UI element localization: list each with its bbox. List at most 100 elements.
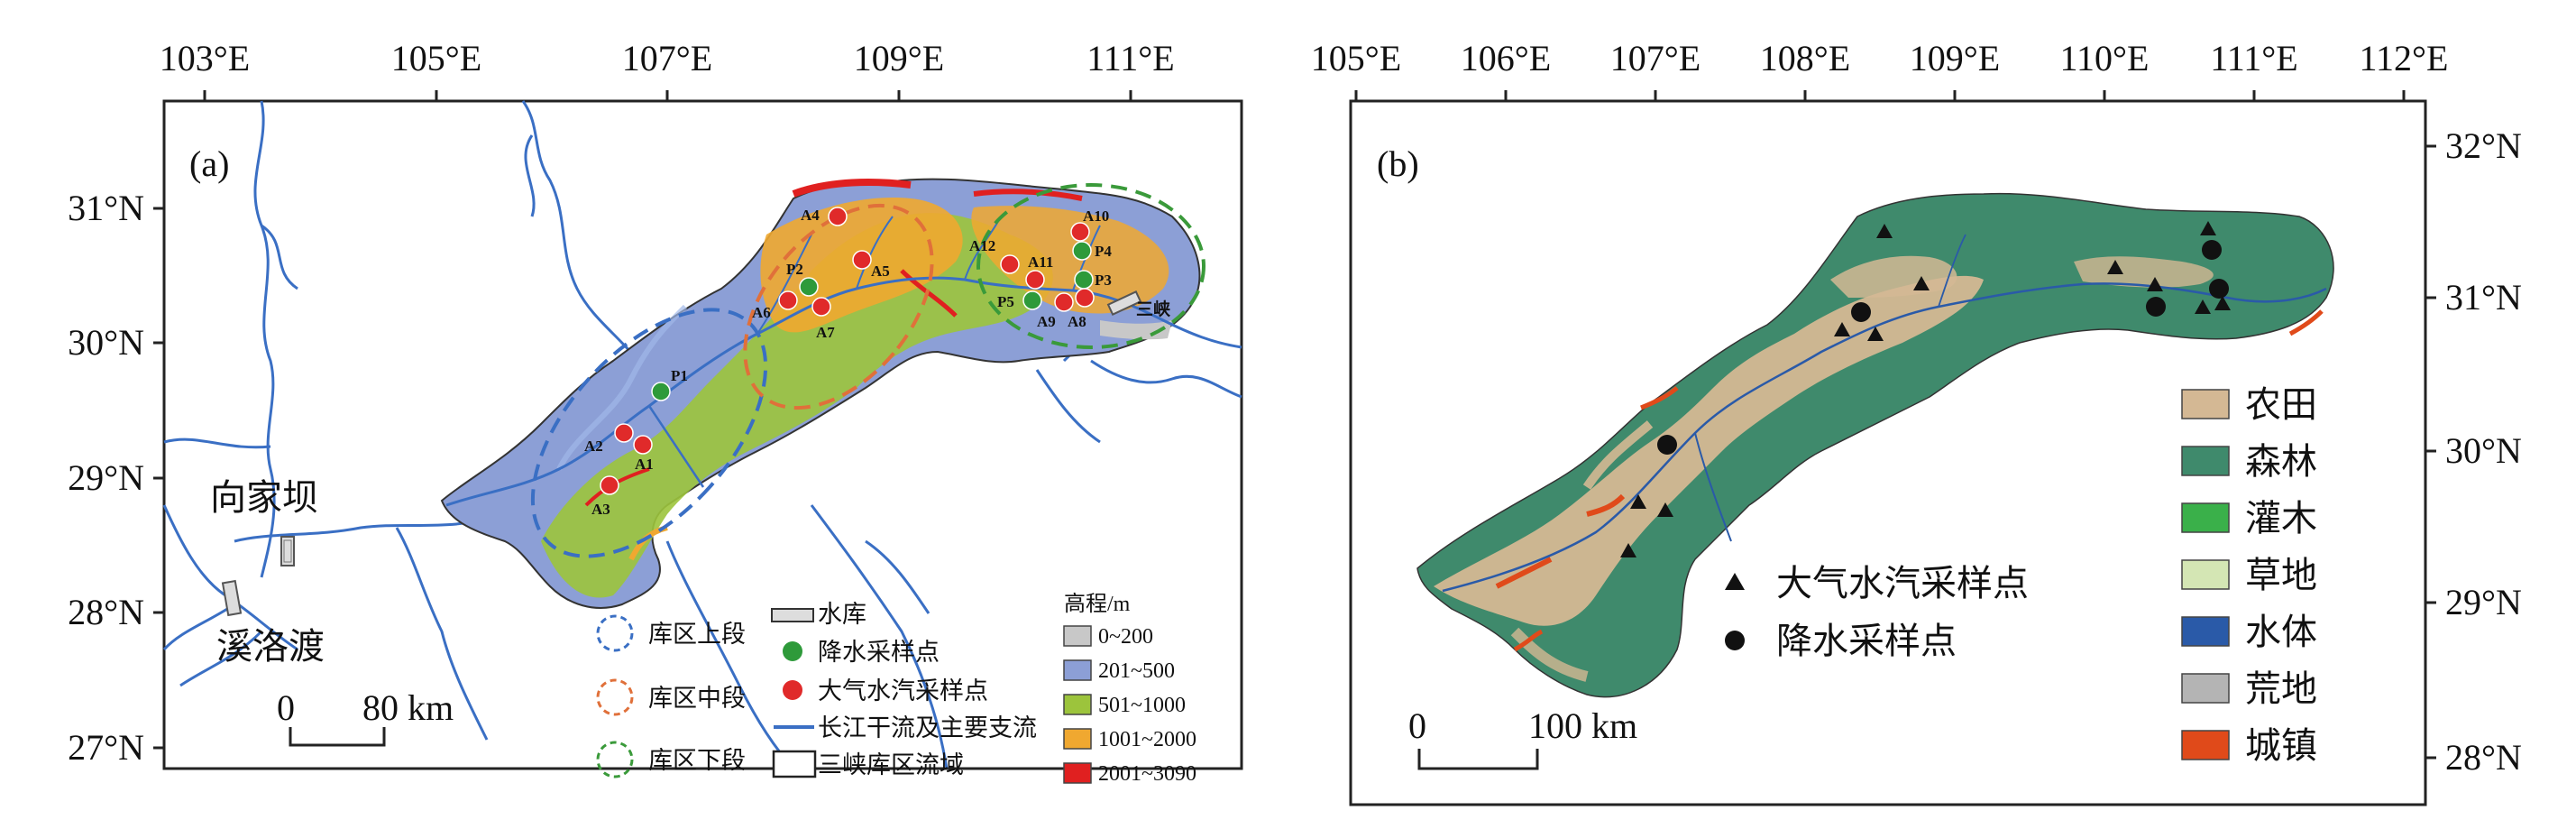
precip-dot	[1851, 302, 1871, 322]
panel-b-scale-value: 100 km	[1528, 705, 1637, 746]
panel-a-lon-tick-103: 103°E	[160, 38, 250, 78]
elevation-title: 高程/m	[1064, 592, 1131, 616]
panel-b-sites	[1620, 221, 2231, 557]
landcover-barren: 荒地	[2245, 668, 2317, 709]
section-upper-ellipse	[530, 308, 768, 558]
legend-b-vapor: 大气水汽采样点	[1776, 563, 2029, 603]
landcover-cropland: 农田	[2245, 384, 2317, 425]
panel-b: (b) 大气水汽采样点 降水采样点 农田 森林 灌木 草地 水体 荒地 城镇	[1311, 38, 2522, 806]
site-P5	[1022, 290, 1042, 310]
reservoir-icons	[221, 290, 1142, 617]
panel-a-symbol-legend: 水库 降水采样点 大气水汽采样点 长江干流及主要支流 三峡库区流域	[771, 601, 1037, 778]
site-A10-label: A10	[1083, 207, 1109, 225]
place-xiangjiaba: 向家坝	[210, 477, 318, 518]
panel-b-landcover-legend: 农田 森林 灌木 草地 水体 荒地 城镇	[2181, 384, 2317, 766]
landcover-shrub: 灌木	[2245, 498, 2317, 539]
site-A8	[1075, 288, 1095, 308]
vapor-triangle	[2107, 260, 2123, 274]
landcover-grassland: 草地	[2245, 555, 2317, 595]
panel-a-section-legend: 库区上段 库区中段 库区下段	[596, 614, 746, 778]
panel-b-label: (b)	[1377, 143, 1419, 184]
panel-a-tick-labels: 103°E 105°E 107°E 109°E 111°E 31°N 30°N …	[68, 38, 1175, 768]
site-P3	[1074, 270, 1094, 290]
legend-precip: 降水采样点	[818, 639, 940, 666]
site-A2	[614, 423, 634, 443]
legend-precip-swatch	[783, 641, 802, 661]
panel-a-lon-tick-111: 111°E	[1086, 38, 1174, 78]
site-A4	[828, 207, 848, 226]
legend-section-middle: 库区中段	[648, 685, 746, 712]
panel-b-lat-tick-30: 30°N	[2445, 430, 2522, 471]
panel-a-lon-tick-109: 109°E	[854, 38, 944, 78]
site-A9	[1054, 292, 1074, 312]
site-A6	[778, 290, 798, 310]
panel-b-lon-tick-108: 108°E	[1760, 38, 1850, 78]
site-A10	[1070, 222, 1090, 242]
site-A12-label: A12	[969, 237, 995, 254]
site-P4	[1072, 241, 1092, 261]
precip-dot	[1657, 435, 1677, 455]
vapor-triangle	[1876, 224, 1893, 238]
elevation-class-1: 0~200	[1098, 625, 1153, 649]
legend-b-precip: 降水采样点	[1776, 621, 1957, 661]
site-P3-label: P3	[1095, 272, 1112, 289]
legend-river: 长江干流及主要支流	[818, 714, 1037, 741]
site-A6-label: A6	[752, 304, 771, 321]
legend-vapor-swatch	[783, 680, 802, 700]
site-P5-label: P5	[997, 293, 1014, 310]
legend-vapor-triangle	[1725, 573, 1745, 590]
panel-a-basin	[440, 178, 1242, 609]
legend-precip-dot	[1725, 631, 1745, 650]
panel-a-elevation-legend: 高程/m 0~200 201~500 501~1000 1001~2000 20…	[1063, 592, 1196, 786]
panel-a-scale-bar: 0 80 km	[277, 687, 454, 747]
legend-reservoir: 水库	[818, 601, 866, 628]
panel-b-lat-tick-31: 31°N	[2445, 277, 2522, 318]
panel-b-lon-tick-110: 110°E	[2060, 38, 2150, 78]
panel-b-scale-bar: 0 100 km	[1408, 705, 1637, 770]
panel-b-lon-tick-112: 112°E	[2360, 38, 2449, 78]
landcover-water: 水体	[2245, 612, 2317, 652]
vapor-triangle	[2200, 221, 2216, 235]
site-A2-label: A2	[584, 438, 603, 455]
panel-a-lon-tick-105: 105°E	[391, 38, 481, 78]
panel-a-ticks	[153, 90, 1132, 750]
site-P2-label: P2	[786, 261, 803, 278]
elevation-class-3: 501~1000	[1098, 694, 1186, 717]
vapor-triangle	[2214, 296, 2231, 310]
elevation-class-2: 201~500	[1098, 659, 1175, 683]
vapor-triangle	[1630, 494, 1646, 509]
panel-b-scale-zero: 0	[1408, 705, 1426, 746]
vapor-triangle	[1913, 276, 1930, 290]
site-A11-label: A11	[1028, 253, 1053, 271]
place-xiluodu: 溪洛渡	[216, 626, 325, 667]
panel-b-lat-tick-29: 29°N	[2445, 582, 2522, 622]
legend-basin: 三峡库区流域	[818, 751, 964, 778]
legend-section-upper: 库区上段	[648, 621, 746, 648]
panel-a-lat-tick-30: 30°N	[68, 322, 144, 363]
site-A11	[1025, 270, 1045, 290]
sanxia-reservoir-icon	[1106, 290, 1142, 316]
section-middle-ellipse	[743, 203, 934, 410]
site-A9-label: A9	[1037, 313, 1056, 330]
panel-a-label: (a)	[189, 143, 229, 184]
section-lower-ellipse	[976, 183, 1205, 349]
xiluodu-reservoir-icon	[221, 579, 243, 617]
site-A12	[1000, 254, 1020, 274]
site-A3	[600, 475, 619, 495]
site-P2	[799, 277, 819, 297]
panel-a-lat-tick-28: 28°N	[68, 592, 144, 632]
vapor-triangle	[2195, 299, 2211, 314]
elevation-class-4: 1001~2000	[1098, 728, 1196, 751]
landcover-forest: 森林	[2245, 441, 2317, 482]
panel-b-lat-tick-28: 28°N	[2445, 737, 2522, 778]
site-A4-label: A4	[801, 207, 820, 224]
panel-b-lon-tick-111: 111°E	[2210, 38, 2297, 78]
xiangjiaba-reservoir-icon	[280, 536, 295, 566]
site-A7	[811, 297, 831, 317]
place-sanxia: 三峡	[1136, 299, 1171, 319]
vapor-triangle	[1657, 502, 1673, 517]
site-P4-label: P4	[1095, 243, 1112, 260]
panel-b-lon-tick-107: 107°E	[1610, 38, 1701, 78]
vapor-sites: A1 A2 A3 A4 A5 A6 A7 A8 A9 A10 A11 A12	[584, 207, 1109, 518]
